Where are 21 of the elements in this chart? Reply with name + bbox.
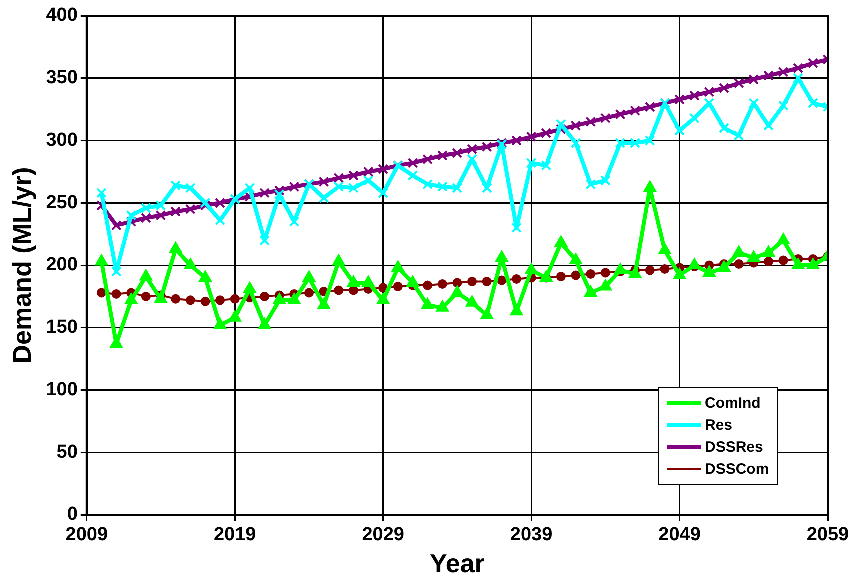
y-axis-title: Demand (ML/yr) <box>6 167 37 364</box>
y-tick-label: 200 <box>46 254 78 276</box>
y-tick-label: 250 <box>46 192 78 214</box>
x-tick-label: 2019 <box>214 524 256 546</box>
legend-label: ComInd <box>705 394 761 412</box>
y-tick-label: 50 <box>56 442 78 463</box>
x-axis-title: Year <box>430 548 485 579</box>
x-tick-label: 2029 <box>362 524 404 546</box>
x-tick-label: 2009 <box>66 524 108 546</box>
y-tick-label: 400 <box>46 5 78 26</box>
legend-label: DSSCom <box>705 460 770 478</box>
y-tick-label: 100 <box>46 379 78 400</box>
y-tick-label: 0 <box>67 504 78 526</box>
y-tick-label: 350 <box>46 68 78 89</box>
legend-label: Res <box>705 416 733 434</box>
x-tick-label: 2059 <box>806 524 850 546</box>
y-tick-label: 300 <box>46 130 78 151</box>
legend-label: DSSRes <box>705 438 764 456</box>
y-tick-label: 150 <box>46 317 78 338</box>
x-tick-label: 2049 <box>658 524 701 546</box>
x-tick-label: 2039 <box>510 524 553 546</box>
